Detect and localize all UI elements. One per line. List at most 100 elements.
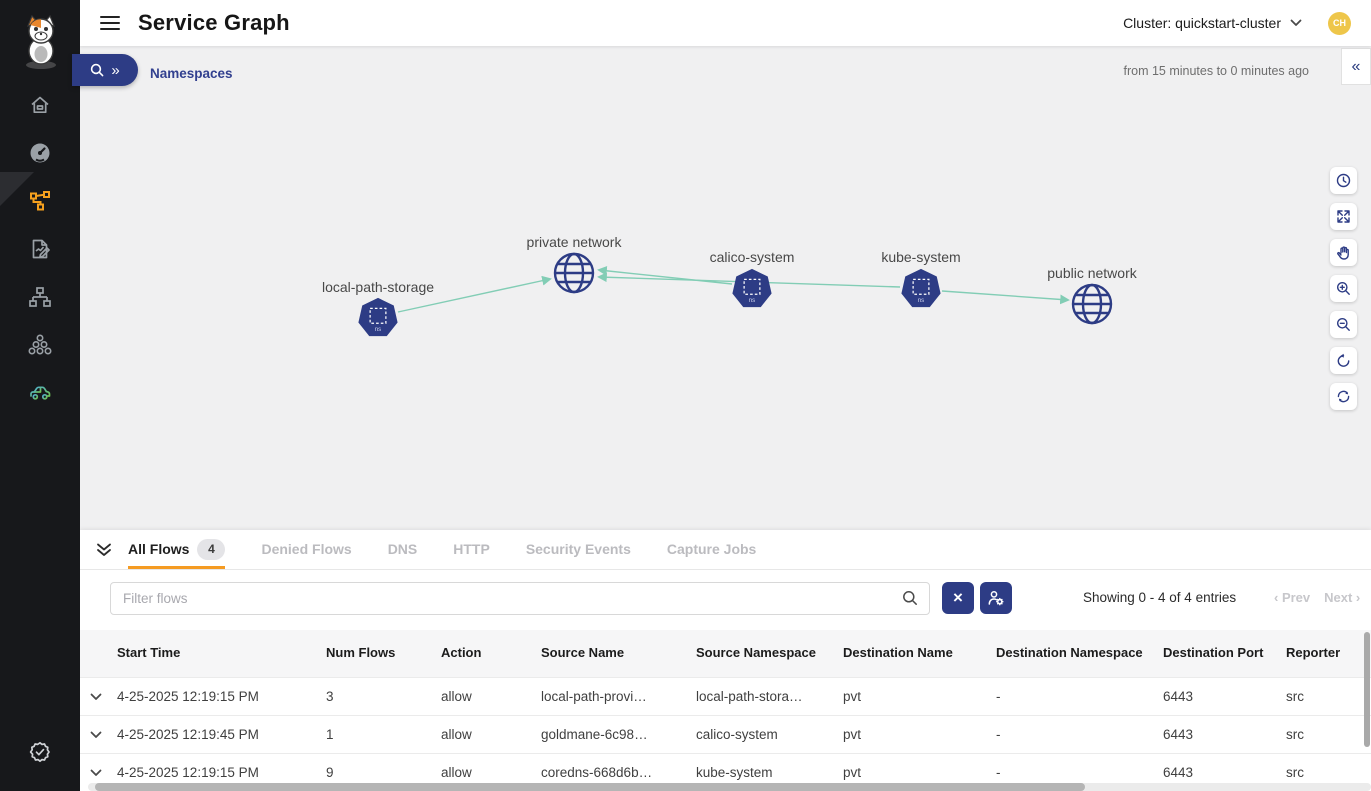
- ns-badge: ns: [749, 297, 755, 304]
- compliance-car-icon[interactable]: [28, 380, 52, 404]
- column-header[interactable]: Source Name: [541, 645, 625, 661]
- graph-edges: [397, 265, 1070, 313]
- cell-destination-port: 6443: [1163, 727, 1194, 742]
- cell-start-time: 4-25-2025 12:19:15 PM: [117, 765, 259, 780]
- tab-dns[interactable]: DNS: [388, 530, 418, 569]
- fit-screen-button[interactable]: [1330, 203, 1357, 230]
- expand-row-chevron-icon[interactable]: [90, 731, 102, 739]
- tab-denied-flows[interactable]: Denied Flows: [261, 530, 351, 569]
- tab-label: Security Events: [525, 541, 631, 557]
- cell-destination-port: 6443: [1163, 689, 1194, 704]
- pan-button[interactable]: [1330, 239, 1357, 266]
- cluster-selector[interactable]: Cluster: quickstart-cluster: [1123, 15, 1302, 31]
- fit-screen-icon: [1337, 210, 1350, 223]
- column-header[interactable]: Action: [441, 645, 482, 661]
- clear-filter-button[interactable]: ×: [942, 582, 974, 614]
- zoom-out-icon: [1337, 318, 1350, 331]
- cell-reporter: src: [1286, 689, 1304, 704]
- expand-row-chevron-icon[interactable]: [90, 769, 102, 777]
- tab-security-events[interactable]: Security Events: [526, 530, 631, 569]
- top-header: Service Graph Cluster: quickstart-cluste…: [80, 0, 1371, 46]
- refresh-button[interactable]: [1330, 383, 1357, 410]
- tab-label: Capture Jobs: [666, 541, 757, 557]
- home-icon[interactable]: [28, 93, 52, 117]
- user-settings-icon: [988, 591, 1004, 606]
- column-header[interactable]: Destination Port: [1163, 645, 1264, 661]
- flow-count-badge: 4: [197, 538, 226, 560]
- cell-action: allow: [441, 765, 472, 780]
- cell-destination-namespace: -: [996, 689, 1001, 704]
- column-header[interactable]: Num Flows: [326, 645, 396, 661]
- node-label: calico-system: [709, 249, 795, 265]
- dashboard-gauge-icon[interactable]: [28, 141, 52, 165]
- ns-badge: ns: [918, 297, 924, 304]
- search-icon: [91, 63, 104, 77]
- cell-reporter: src: [1286, 727, 1304, 742]
- cell-destination-name: pvt: [843, 727, 862, 742]
- cell-destination-name: pvt: [843, 765, 862, 780]
- network-node-private[interactable]: [552, 251, 596, 295]
- certificate-check-icon[interactable]: [28, 740, 52, 764]
- cell-start-time: 4-25-2025 12:19:45 PM: [117, 727, 259, 742]
- filter-flows-input[interactable]: [110, 582, 930, 615]
- undo-layout-button[interactable]: [1330, 347, 1357, 374]
- column-header[interactable]: Destination Namespace: [996, 645, 1143, 661]
- breadcrumb[interactable]: Namespaces: [150, 66, 233, 81]
- vertical-scrollbar-thumb[interactable]: [1364, 632, 1370, 747]
- flow-preferences-button[interactable]: [980, 582, 1012, 614]
- cell-source-name: coredns-668d6b…: [541, 765, 653, 780]
- node-label: local-path-storage: [321, 279, 435, 295]
- column-header[interactable]: Reporter: [1286, 645, 1341, 661]
- next-button[interactable]: Next ›: [1324, 590, 1361, 605]
- cell-reporter: src: [1286, 765, 1304, 780]
- right-panel-collapse-button[interactable]: «: [1341, 48, 1371, 85]
- zoom-out-button[interactable]: [1330, 311, 1357, 338]
- cell-source-namespace: kube-system: [696, 765, 773, 780]
- page-title: Service Graph: [138, 10, 290, 35]
- prev-button[interactable]: ‹ Prev: [1274, 590, 1311, 605]
- double-chevron-down-icon: [97, 543, 111, 556]
- column-header[interactable]: Source Namespace: [696, 645, 816, 661]
- cell-destination-namespace: -: [996, 727, 1001, 742]
- expand-row-chevron-icon[interactable]: [90, 693, 102, 701]
- column-header[interactable]: Start Time: [117, 645, 181, 661]
- expand-search-chevrons: »: [111, 61, 120, 79]
- horizontal-scrollbar-thumb[interactable]: [95, 783, 1085, 791]
- cell-destination-namespace: -: [996, 765, 1001, 780]
- namespace-node-kube-system[interactable]: ns: [900, 268, 942, 310]
- tab-capture-jobs[interactable]: Capture Jobs: [667, 530, 756, 569]
- service-graph-icon[interactable]: [28, 189, 52, 213]
- time-settings-button[interactable]: [1330, 167, 1357, 194]
- active-nav-notch: [0, 172, 34, 206]
- node-label: public network: [1047, 265, 1137, 281]
- table-row[interactable]: 4-25-2025 12:19:45 PM 1 allow goldmane-6…: [80, 715, 1371, 753]
- clock-icon: [1336, 173, 1351, 188]
- namespace-node-local-path-storage[interactable]: ns: [357, 297, 399, 339]
- cell-source-name: local-path-provi…: [541, 689, 647, 704]
- panel-collapse-button[interactable]: [80, 530, 128, 569]
- graph-search-button[interactable]: »: [72, 54, 138, 86]
- horizontal-scrollbar[interactable]: [88, 783, 1371, 791]
- entries-summary: Showing 0 - 4 of 4 entries: [1083, 590, 1237, 605]
- column-header[interactable]: Destination Name: [843, 645, 953, 661]
- cell-destination-name: pvt: [843, 689, 862, 704]
- network-node-public[interactable]: [1070, 282, 1114, 326]
- clusters-icon[interactable]: [28, 333, 52, 357]
- namespace-node-calico-system[interactable]: ns: [731, 268, 773, 310]
- refresh-icon: [1337, 390, 1350, 403]
- flows-tabbar: All Flows 4 Denied Flows DNS HTTP Securi…: [80, 530, 1371, 570]
- ns-badge: ns: [375, 326, 381, 333]
- zoom-in-button[interactable]: [1330, 275, 1357, 302]
- pagination: ‹ Prev Next ›: [1274, 590, 1360, 605]
- policies-icon[interactable]: [28, 237, 52, 261]
- tab-http[interactable]: HTTP: [453, 530, 490, 569]
- network-topology-icon[interactable]: [28, 285, 52, 309]
- avatar[interactable]: CH: [1328, 11, 1351, 35]
- tab-label: All Flows: [128, 541, 190, 557]
- menu-hamburger-icon[interactable]: [100, 16, 120, 30]
- hand-icon: [1337, 246, 1349, 260]
- tab-all-flows[interactable]: All Flows 4: [128, 530, 226, 569]
- table-row[interactable]: 4-25-2025 12:19:15 PM 3 allow local-path…: [80, 677, 1371, 715]
- chevron-down-icon: [1290, 19, 1302, 26]
- node-label: private network: [526, 234, 622, 250]
